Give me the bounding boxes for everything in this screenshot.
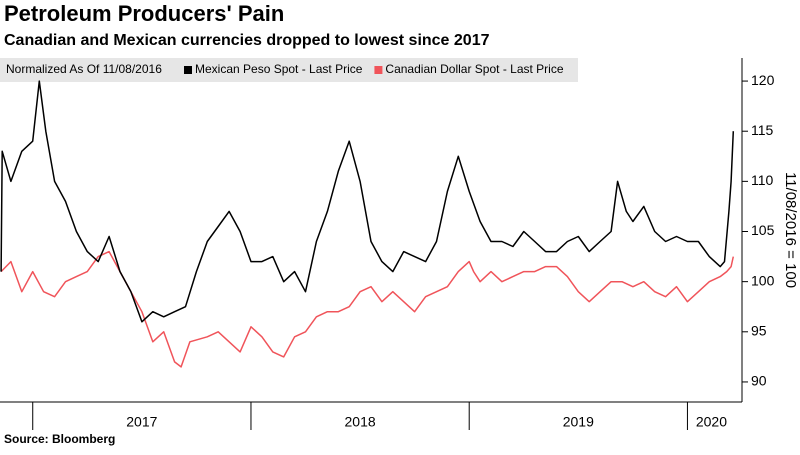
y-tick-label: 95: [751, 322, 767, 338]
y-tick-label: 120: [751, 72, 775, 88]
x-tick-label: 2019: [563, 414, 594, 430]
legend-swatch: [374, 66, 383, 74]
legend-label: Canadian Dollar Spot - Last Price: [385, 62, 563, 76]
x-tick-label: 2018: [345, 414, 376, 430]
x-tick-label: 2020: [696, 414, 727, 430]
legend-swatch: [184, 66, 192, 74]
y-axis-label: 11/08/2016 = 100: [782, 172, 799, 288]
x-tick-label: 2017: [126, 414, 157, 430]
series-line: [0, 250, 735, 368]
source: Source: Bloomberg: [4, 432, 115, 446]
legend-note: Normalized As Of 11/08/2016: [6, 62, 162, 76]
legend-bar: [0, 58, 578, 82]
legend-label: Mexican Peso Spot - Last Price: [195, 62, 363, 76]
chart-subtitle: Canadian and Mexican currencies dropped …: [4, 32, 490, 49]
y-tick-label: 90: [751, 373, 767, 389]
y-tick-label: 100: [751, 272, 775, 288]
chart-title: Petroleum Producers' Pain: [4, 1, 284, 26]
series-line: [0, 80, 735, 323]
y-tick-label: 105: [751, 222, 775, 238]
y-tick-label: 110: [751, 172, 774, 188]
y-tick-label: 115: [751, 122, 774, 138]
